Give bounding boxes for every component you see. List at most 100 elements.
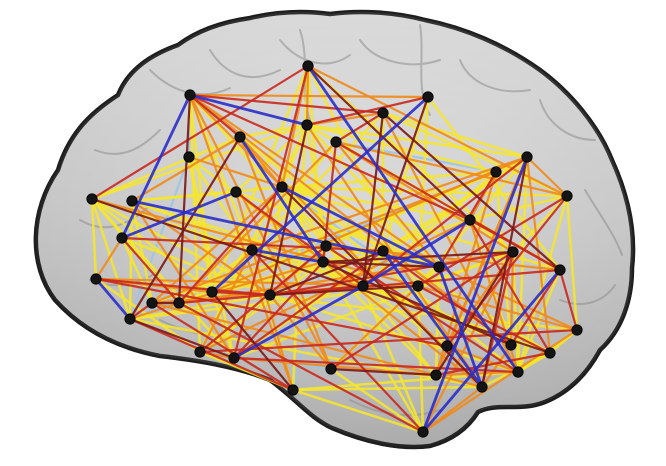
edge-orange: [188, 93, 441, 269]
edge-orange: [130, 199, 272, 297]
edge-orange: [329, 284, 420, 371]
edge-red: [150, 301, 295, 392]
network-node: [433, 261, 445, 273]
cortical-fold: [539, 99, 596, 141]
edge-orange: [187, 155, 284, 189]
edge-red: [232, 64, 310, 360]
network-node: [276, 181, 288, 193]
network-node: [234, 131, 246, 143]
edge-red: [198, 328, 579, 354]
edge-blue: [232, 284, 365, 360]
edge-yellow: [516, 268, 562, 374]
edge-yellow: [361, 170, 498, 288]
cortical-fold: [209, 49, 281, 79]
edge-blue: [437, 265, 484, 389]
network-node: [230, 186, 242, 198]
edge-yellow: [187, 155, 236, 360]
edge-red: [558, 268, 579, 332]
edge-yellow: [128, 317, 484, 389]
edge-darkred: [128, 317, 236, 360]
network-node: [124, 313, 136, 325]
edge-orange: [421, 385, 484, 434]
edge-blue: [120, 93, 192, 240]
edge-yellow: [250, 111, 385, 252]
edge-orange: [188, 93, 333, 371]
edge-red: [188, 93, 242, 139]
edge-red: [198, 244, 328, 354]
edge-yellow: [210, 140, 338, 294]
edge-darkred: [321, 260, 513, 347]
edge-orange: [188, 93, 284, 189]
network-node: [554, 264, 566, 276]
edge-blue: [238, 135, 325, 264]
edge-yellow: [291, 388, 425, 434]
edge-yellow: [468, 194, 569, 222]
edge-yellow: [232, 155, 529, 360]
network-node: [422, 91, 434, 103]
edge-orange: [250, 155, 529, 252]
edge-orange: [334, 140, 569, 198]
cortical-fold: [459, 59, 531, 93]
edge-darkred: [434, 250, 515, 377]
edge-orange: [525, 155, 569, 198]
edge-yellow: [416, 284, 425, 434]
edge-orange: [177, 140, 338, 305]
edge-darkred: [329, 367, 438, 377]
edge-orange: [188, 93, 430, 99]
edge-orange: [150, 185, 284, 305]
edge-red: [468, 218, 562, 272]
edge-red: [188, 93, 385, 115]
edge-red: [305, 95, 430, 127]
edge-orange: [128, 301, 181, 321]
edge-red: [210, 290, 272, 297]
edge-darkred: [177, 93, 192, 305]
cortical-fold: [359, 39, 441, 66]
edge-yellow: [361, 284, 425, 434]
edge-orange: [150, 301, 438, 377]
edge-yellow: [329, 367, 425, 434]
edge-red: [128, 317, 295, 392]
edge-yellow: [90, 197, 98, 281]
cortical-fold: [584, 189, 623, 256]
network-node: [302, 60, 314, 72]
edge-orange: [421, 328, 579, 434]
edge-orange: [334, 140, 515, 254]
edge-red: [94, 277, 272, 297]
edge-darkred: [268, 284, 420, 297]
network-node: [561, 190, 573, 202]
network-node: [430, 369, 442, 381]
edge-darkred: [306, 64, 472, 222]
network-node: [521, 151, 533, 163]
edge-blue: [421, 268, 562, 434]
cortical-fold: [94, 129, 161, 155]
network-node: [90, 273, 102, 285]
network-node: [183, 151, 195, 163]
network-node: [464, 214, 476, 226]
edge-red: [232, 249, 385, 360]
network-nodes: [86, 60, 583, 438]
edge-yellow: [187, 155, 254, 252]
network-node: [377, 107, 389, 119]
network-node: [116, 232, 128, 244]
edge-blue: [381, 249, 484, 389]
edge-blue: [250, 248, 325, 264]
edge-orange: [525, 155, 552, 355]
network-node: [194, 346, 206, 358]
edge-blue: [94, 277, 132, 321]
edge-darkred: [268, 249, 385, 297]
edge-red: [94, 277, 449, 348]
edge-orange: [480, 343, 513, 389]
edge-orange: [445, 344, 520, 374]
network-node: [441, 340, 453, 352]
edge-orange: [94, 236, 124, 281]
network-node: [206, 286, 218, 298]
network-node: [357, 280, 369, 292]
edge-blue: [421, 155, 529, 434]
edge-yellow: [177, 248, 254, 305]
network-node: [173, 297, 185, 309]
cortical-fold: [559, 284, 616, 305]
edge-yellow: [90, 197, 214, 294]
network-node: [264, 289, 276, 301]
edge-red: [434, 351, 552, 377]
